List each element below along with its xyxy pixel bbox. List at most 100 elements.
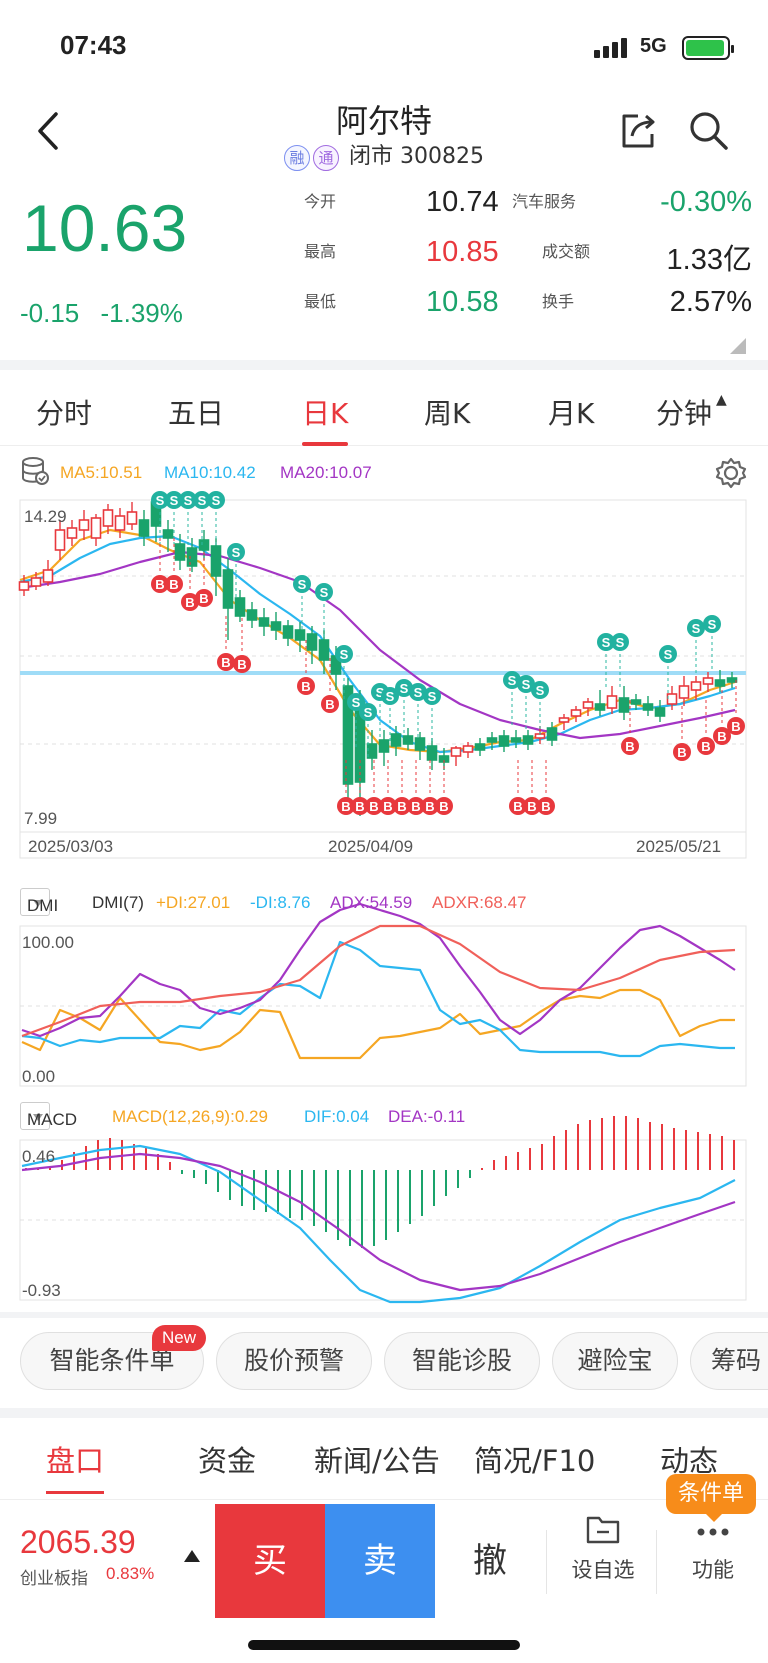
sector-row[interactable]: 汽车服务 -0.30% [512, 186, 752, 228]
tab-updates[interactable]: 动态 [660, 1444, 719, 1478]
open-label: 今开 [304, 192, 337, 211]
risk-shield-chip[interactable]: 避险宝 [552, 1332, 678, 1390]
search-icon[interactable] [686, 108, 730, 152]
open-value: 10.74 [426, 186, 499, 218]
sell-signal-label: S [376, 685, 385, 700]
candle-body [234, 597, 246, 617]
divider [656, 1530, 657, 1594]
conditional-order-badge[interactable]: 条件单 [666, 1474, 757, 1522]
candle-body [258, 617, 270, 627]
macd-legend: MACD MACD(12,26,9):0.29 DIF:0.04 DEA:-0.… [0, 1100, 768, 1134]
macd-name: MACD(12,26,9):0.29 [112, 1107, 268, 1126]
buy-signal-marker [165, 575, 183, 593]
buy-signal-label: B [237, 657, 246, 672]
candle-body [474, 743, 486, 751]
date-label-mid: 2025/04/09 [328, 837, 413, 856]
high-label: 最高 [304, 242, 337, 261]
dmi-indicator-select[interactable]: DMI [20, 888, 58, 916]
macd-dif-line [21, 1144, 736, 1304]
period-tab-daily[interactable]: 日K [302, 392, 349, 446]
candle-body [78, 519, 90, 531]
sell-signal-label: S [184, 493, 193, 508]
tab-funds[interactable]: 资金 [198, 1444, 257, 1478]
macd-indicator-select[interactable]: MACD [20, 1102, 77, 1130]
candle-body [66, 527, 78, 539]
buy-signal-label: B [527, 799, 536, 814]
dmi-legend: DMI DMI(7) +DI:27.01 -DI:8.76 ADX:54.59 … [0, 886, 768, 920]
candle-body [522, 735, 534, 745]
chips-chip[interactable]: 筹码 [690, 1332, 768, 1390]
sell-signal-label: S [616, 635, 625, 650]
stock-header: 阿尔特 融通 闭市 300825 [0, 90, 768, 180]
period-tab-minute[interactable]: 分钟 ▲ [656, 392, 727, 432]
candle-body [726, 677, 738, 683]
cancel-order-button[interactable]: 撤 [473, 1541, 507, 1581]
candle-body [462, 745, 474, 753]
change-value: -0.15 [20, 298, 80, 328]
sell-signal-label: S [352, 695, 361, 710]
candle-body [558, 717, 570, 723]
buy-signal-label: B [301, 679, 310, 694]
candle-body [198, 539, 210, 551]
candle-body [414, 737, 426, 751]
sector-change: -0.30% [660, 186, 752, 218]
buy-signal-label: B [513, 799, 522, 814]
sell-signal-marker [347, 693, 365, 711]
ma20-label: MA20:10.07 [280, 463, 372, 482]
sell-signal-label: S [170, 493, 179, 508]
buy-signal-label: B [677, 745, 686, 760]
tab-news[interactable]: 新闻/公告 [314, 1444, 440, 1478]
period-tab-minute-label: 分钟 [656, 397, 713, 430]
high-value: 10.85 [426, 236, 499, 268]
turnover-row: 换手 2.57% [542, 286, 752, 328]
buy-signal-label: B [325, 697, 334, 712]
high-row: 最高 10.85 [304, 236, 499, 278]
turnover-label: 换手 [542, 292, 575, 311]
share-icon[interactable] [616, 108, 660, 152]
dmi-adx: ADX:54.59 [330, 893, 413, 912]
sell-signal-marker [687, 619, 705, 637]
sell-signal-label: S [664, 647, 673, 662]
candle-body [126, 511, 138, 525]
buy-signal-marker [151, 575, 169, 593]
sell-signal-label: S [212, 493, 221, 508]
functions-label: 功能 [692, 1558, 734, 1582]
period-tab-5day[interactable]: 五日 [168, 397, 225, 430]
database-icon[interactable] [20, 456, 50, 486]
network-label: 5G [640, 35, 667, 57]
buy-signal-marker [195, 589, 213, 607]
buy-signal-label: B [341, 799, 350, 814]
dmi-adxr-line [21, 924, 736, 1038]
tab-orderbook[interactable]: 盘口 [46, 1438, 105, 1494]
buy-signal-marker [621, 737, 639, 755]
tab-profile[interactable]: 简况/F10 [474, 1444, 596, 1478]
candle-body [618, 697, 630, 713]
period-tab-weekly[interactable]: 周K [424, 397, 471, 430]
quote-panel: 10.63 -0.15 -1.39% 今开 10.74 最高 10.85 最低 … [0, 180, 768, 360]
buy-signal-marker [217, 653, 235, 671]
candle-body [714, 679, 726, 687]
period-tab-intraday[interactable]: 分时 [36, 397, 93, 430]
buy-button[interactable]: 买 [215, 1504, 325, 1618]
buy-signal-label: B [411, 799, 420, 814]
add-favorite-button[interactable]: 设自选 [548, 1512, 658, 1584]
diagnosis-chip[interactable]: 智能诊股 [384, 1332, 540, 1390]
sell-signal-label: S [364, 705, 373, 720]
index-percent: 0.83% [106, 1564, 155, 1583]
dmi-pdi: +DI:27.01 [156, 893, 231, 912]
price-alert-chip[interactable]: 股价预警 [216, 1332, 372, 1390]
expand-corner-icon[interactable] [730, 338, 746, 354]
functions-button[interactable]: 功能 [658, 1512, 768, 1584]
buy-signal-marker [435, 797, 453, 815]
sell-signal-marker [503, 671, 521, 689]
candle-body [318, 639, 330, 661]
candle-body [486, 737, 498, 743]
period-tab-monthly[interactable]: 月K [548, 397, 595, 430]
sell-button[interactable]: 卖 [325, 1504, 435, 1618]
candle-body [222, 569, 234, 609]
back-icon[interactable] [30, 108, 70, 154]
sell-signal-marker [611, 633, 629, 651]
buy-signal-marker [393, 797, 411, 815]
gear-icon[interactable] [714, 456, 748, 490]
